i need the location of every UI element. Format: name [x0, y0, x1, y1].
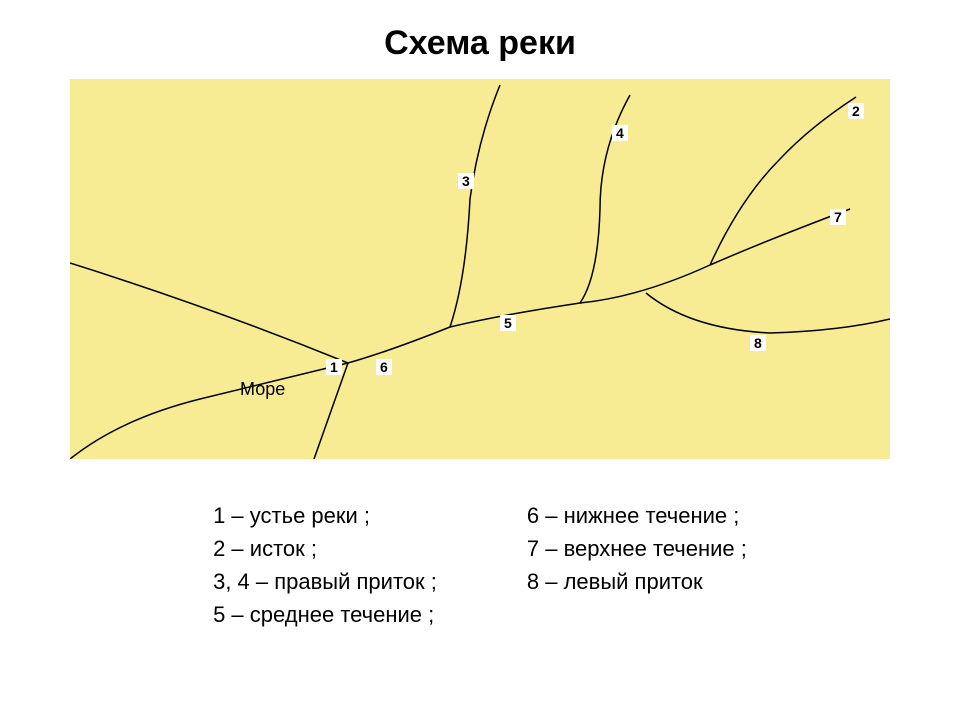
sea-label: Море	[240, 379, 285, 400]
legend-item: 3, 4 – правый приток ;	[213, 565, 437, 598]
diagram-label-8: 8	[750, 335, 766, 351]
legend-item: 5 – среднее течение ;	[213, 598, 437, 631]
diagram-label-3: 3	[458, 173, 474, 189]
legend-left: 1 – устье реки ;2 – исток ;3, 4 – правый…	[213, 499, 437, 631]
legend: 1 – устье реки ;2 – исток ;3, 4 – правый…	[0, 499, 960, 631]
diagram-label-7: 7	[830, 209, 846, 225]
legend-right: 6 – нижнее течение ;7 – верхнее течение …	[527, 499, 747, 631]
legend-item: 2 – исток ;	[213, 532, 437, 565]
river-diagram: 1 2 3 4 5 6 7 8 Море	[70, 79, 890, 459]
legend-item: 7 – верхнее течение ;	[527, 532, 747, 565]
diagram-label-4: 4	[612, 125, 628, 141]
diagram-label-2: 2	[848, 103, 864, 119]
legend-item: 6 – нижнее течение ;	[527, 499, 747, 532]
diagram-label-6: 6	[376, 359, 392, 375]
diagram-label-1: 1	[326, 359, 342, 375]
legend-item: 8 – левый приток	[527, 565, 747, 598]
legend-item: 1 – устье реки ;	[213, 499, 437, 532]
page-title: Схема реки	[0, 0, 960, 79]
diagram-label-5: 5	[500, 315, 516, 331]
river-svg	[70, 79, 890, 459]
